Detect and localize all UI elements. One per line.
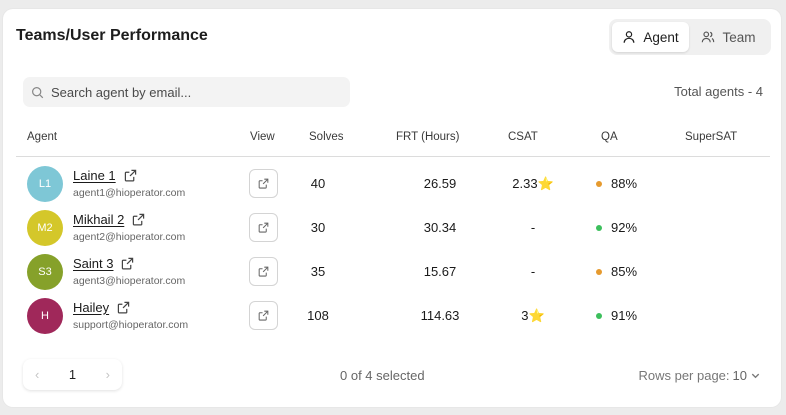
avatar-initials: H <box>41 310 49 322</box>
qa-status-dot <box>596 180 602 187</box>
qa-value: 85% <box>611 264 638 279</box>
solves-cell: 40 <box>310 176 326 191</box>
performance-card: Teams/User Performance Agent Team Total … <box>3 9 781 407</box>
agent-name-line: Hailey <box>73 300 130 315</box>
external-link-icon[interactable] <box>132 213 145 226</box>
view-button[interactable] <box>249 213 278 242</box>
agent-email: agent3@hioperator.com <box>73 275 186 287</box>
avatar: H <box>27 298 63 334</box>
frt-cell: 114.63 <box>420 308 460 323</box>
external-link-icon <box>258 178 269 189</box>
frt-cell: 15.67 <box>423 264 457 279</box>
qa-value: 91% <box>611 308 638 323</box>
next-page-button[interactable]: › <box>105 367 110 382</box>
column-header-frt: FRT (Hours) <box>396 131 460 143</box>
avatar: M2 <box>27 210 63 246</box>
external-link-icon[interactable] <box>117 301 130 314</box>
agent-name-line: Saint 3 <box>73 256 134 271</box>
avatar-initials: M2 <box>37 222 53 234</box>
agent-name-link[interactable]: Hailey <box>73 300 110 315</box>
agent-email: support@hioperator.com <box>73 319 189 331</box>
external-link-icon <box>258 310 269 321</box>
view-button[interactable] <box>249 257 278 286</box>
csat-cell: - <box>486 220 580 235</box>
external-link-icon <box>258 222 269 233</box>
avatar-initials: S3 <box>38 266 52 278</box>
search-bar <box>23 77 350 107</box>
column-header-csat: CSAT <box>508 131 538 143</box>
star-icon: ⭐ <box>537 176 554 191</box>
view-button[interactable] <box>249 169 278 198</box>
qa-status-dot <box>596 268 602 275</box>
table-header: Agent View Solves FRT (Hours) CSAT QA Su… <box>16 123 770 157</box>
frt-cell: 30.34 <box>423 220 457 235</box>
qa-cell: 91% <box>596 308 637 323</box>
column-header-solves: Solves <box>309 131 344 143</box>
agent-name-link[interactable]: Mikhail 2 <box>73 212 125 227</box>
solves-cell: 35 <box>310 264 326 279</box>
avatar-initials: L1 <box>38 178 52 190</box>
pagination: ‹ 1 › <box>23 359 122 390</box>
csat-cell: 3⭐ <box>486 308 580 324</box>
csat-value: 3 <box>521 308 529 323</box>
team-toggle-button[interactable]: Team <box>689 22 768 52</box>
agent-toggle-label: Agent <box>643 29 679 45</box>
star-icon: ⭐ <box>528 308 545 323</box>
agent-team-toggle: Agent Team <box>609 19 771 55</box>
agent-name-link[interactable]: Saint 3 <box>73 256 114 271</box>
agent-name-line: Mikhail 2 <box>73 212 145 227</box>
column-header-qa: QA <box>601 131 618 143</box>
agent-toggle-button[interactable]: Agent <box>612 22 689 52</box>
agent-email: agent1@hioperator.com <box>73 187 186 199</box>
avatar: S3 <box>27 254 63 290</box>
avatar: L1 <box>27 166 63 202</box>
user-icon <box>623 31 635 43</box>
solves-cell: 30 <box>310 220 326 235</box>
csat-value: - <box>530 220 536 235</box>
table-row: L1 Laine 1 agent1@hioperator.com 40 26.5… <box>16 162 770 206</box>
page-title: Teams/User Performance <box>16 27 208 44</box>
column-header-supersat: SuperSAT <box>685 131 738 143</box>
table-row: M2 Mikhail 2 agent2@hioperator.com 30 30… <box>16 206 770 250</box>
search-input[interactable] <box>51 84 341 100</box>
agent-email: agent2@hioperator.com <box>73 231 186 243</box>
agent-name-link[interactable]: Laine 1 <box>73 168 116 183</box>
table-row: H Hailey support@hioperator.com 108 114.… <box>16 294 770 338</box>
team-toggle-label: Team <box>722 29 756 45</box>
external-link-icon[interactable] <box>121 257 134 270</box>
agent-name-line: Laine 1 <box>73 168 137 183</box>
current-page[interactable]: 1 <box>68 367 77 382</box>
external-link-icon[interactable] <box>124 169 137 182</box>
qa-value: 92% <box>611 220 638 235</box>
selected-count: 0 of 4 selected <box>340 368 425 383</box>
external-link-icon <box>258 266 269 277</box>
csat-value: - <box>530 264 536 279</box>
table-row: S3 Saint 3 agent3@hioperator.com 35 15.6… <box>16 250 770 294</box>
solves-cell: 108 <box>307 308 329 323</box>
chevron-down-icon[interactable] <box>750 370 761 381</box>
qa-cell: 92% <box>596 220 637 235</box>
qa-status-dot <box>596 312 602 319</box>
qa-value: 88% <box>611 176 638 191</box>
total-agents-count: Total agents - 4 <box>674 84 763 99</box>
view-button[interactable] <box>249 301 278 330</box>
rows-per-page-select[interactable]: 10 <box>732 368 747 383</box>
search-icon <box>32 86 44 98</box>
users-icon <box>702 31 715 43</box>
column-header-agent: Agent <box>27 131 58 143</box>
csat-value: 2.33 <box>512 176 538 191</box>
qa-status-dot <box>596 224 602 231</box>
qa-cell: 85% <box>596 264 637 279</box>
qa-cell: 88% <box>596 176 637 191</box>
rows-per-page-label: Rows per page: <box>638 368 730 383</box>
csat-cell: - <box>486 264 580 279</box>
previous-page-button[interactable]: ‹ <box>35 367 40 382</box>
column-header-view: View <box>250 131 275 143</box>
rows-per-page: Rows per page: 10 <box>638 368 761 383</box>
frt-cell: 26.59 <box>423 176 457 191</box>
csat-cell: 2.33⭐ <box>486 176 580 192</box>
